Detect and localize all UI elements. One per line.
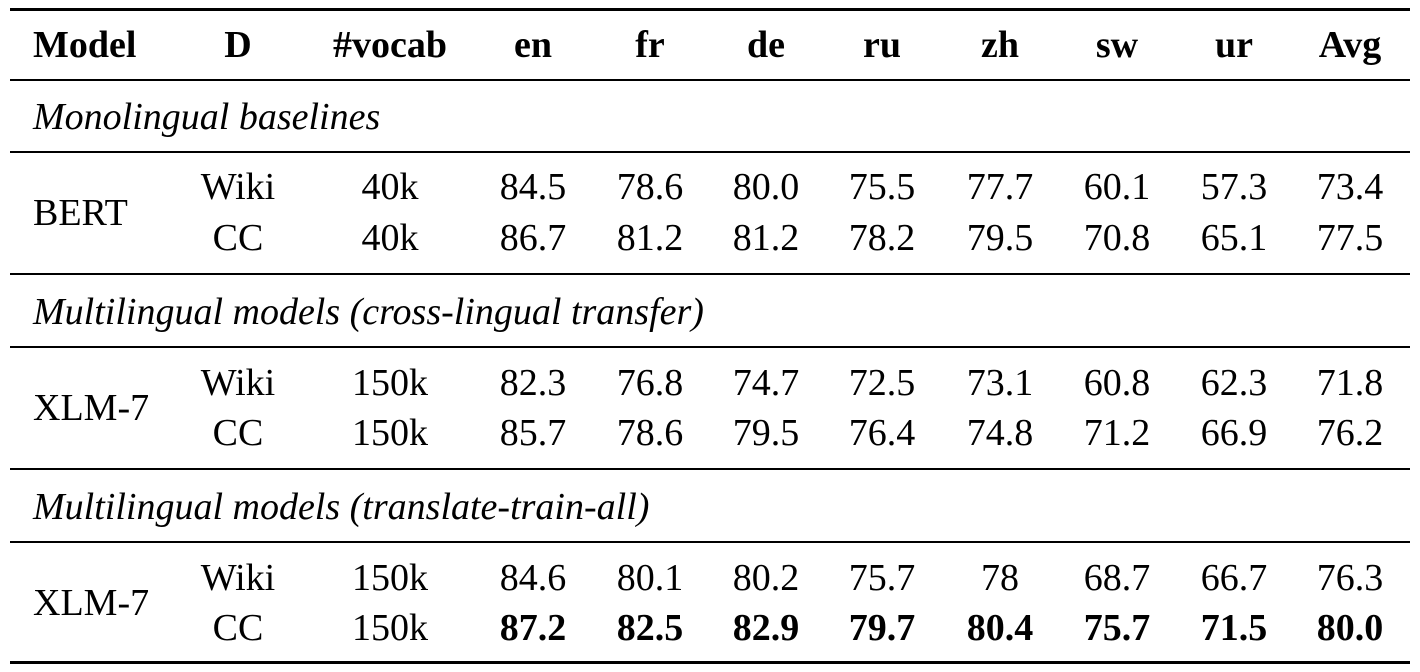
score-cell-ur: 71.5 [1200,607,1268,649]
section-title: Multilingual models (cross-lingual trans… [33,291,704,333]
score-cell-avg: 73.4 [1316,166,1384,208]
score-cell-sw: 60.8 [1083,362,1151,404]
score-cell-en: 84.5 [499,166,567,208]
score-cell-ru: 72.5 [848,362,916,404]
score-cell-zh: 74.8 [966,412,1034,454]
vocab-cell: 150k [352,607,428,649]
score-cell-fr: 78.6 [616,166,684,208]
score-cell-de: 80.0 [732,166,800,208]
score-cell-ur: 66.9 [1200,412,1268,454]
score-cell-fr: 80.1 [616,557,684,599]
data-source-cell: CC [212,412,264,454]
score-cell-ru: 79.7 [848,607,916,649]
group-1-end-rule [10,273,1410,275]
section-title: Monolingual baselines [33,96,381,138]
model-name: BERT [33,192,128,234]
score-cell-ru: 75.5 [848,166,916,208]
section-title: Multilingual models (translate-train-all… [33,486,650,528]
score-cell-fr: 78.6 [616,412,684,454]
bottom-rule [10,661,1410,664]
score-cell-en: 84.6 [499,557,567,599]
column-header-zh: zh [981,24,1019,66]
vocab-cell: 40k [361,217,419,259]
score-cell-avg: 80.0 [1316,607,1384,649]
group-1-rule [10,151,1410,153]
column-header-ru: ru [863,24,901,66]
score-cell-ru: 76.4 [848,412,916,454]
score-cell-en: 82.3 [499,362,567,404]
score-cell-zh: 78 [981,557,1019,599]
data-source-cell: CC [212,607,264,649]
score-cell-zh: 79.5 [966,217,1034,259]
vocab-cell: 150k [352,412,428,454]
score-cell-de: 74.7 [732,362,800,404]
column-header-d: D [224,24,252,66]
data-source-cell: CC [212,217,264,259]
data-source-cell: Wiki [200,166,276,208]
score-cell-avg: 76.3 [1316,557,1384,599]
vocab-cell: 40k [361,166,419,208]
vocab-cell: 150k [352,362,428,404]
score-cell-sw: 68.7 [1083,557,1151,599]
score-cell-zh: 80.4 [966,607,1034,649]
score-cell-ru: 75.7 [848,557,916,599]
score-cell-avg: 76.2 [1316,412,1384,454]
top-rule [10,8,1410,11]
column-header-vocab: #vocab [333,24,447,66]
score-cell-fr: 76.8 [616,362,684,404]
score-cell-ur: 57.3 [1200,166,1268,208]
score-cell-en: 87.2 [499,607,567,649]
data-source-cell: Wiki [200,557,276,599]
score-cell-de: 79.5 [732,412,800,454]
score-cell-ur: 66.7 [1200,557,1268,599]
group-2-end-rule [10,468,1410,470]
score-cell-ru: 78.2 [848,217,916,259]
group-3-rule [10,541,1410,543]
model-name: XLM-7 [33,387,150,429]
column-header-en: en [514,24,552,66]
score-cell-de: 81.2 [732,217,800,259]
score-cell-sw: 75.7 [1083,607,1151,649]
score-cell-ur: 62.3 [1200,362,1268,404]
score-cell-sw: 60.1 [1083,166,1151,208]
column-header-model: Model [33,24,137,66]
group-2-rule [10,346,1410,348]
vocab-cell: 150k [352,557,428,599]
score-cell-en: 85.7 [499,412,567,454]
column-header-avg: Avg [1318,24,1382,66]
score-cell-avg: 77.5 [1316,217,1384,259]
score-cell-zh: 77.7 [966,166,1034,208]
score-cell-sw: 70.8 [1083,217,1151,259]
score-cell-de: 82.9 [732,607,800,649]
score-cell-avg: 71.8 [1316,362,1384,404]
column-header-sw: sw [1095,24,1139,66]
score-cell-zh: 73.1 [966,362,1034,404]
column-header-de: de [747,24,785,66]
score-cell-en: 86.7 [499,217,567,259]
header-rule [10,79,1410,81]
model-name: XLM-7 [33,582,150,624]
score-cell-fr: 81.2 [616,217,684,259]
data-source-cell: Wiki [200,362,276,404]
score-cell-de: 80.2 [732,557,800,599]
score-cell-sw: 71.2 [1083,412,1151,454]
score-cell-fr: 82.5 [616,607,684,649]
column-header-fr: fr [635,24,665,66]
score-cell-ur: 65.1 [1200,217,1268,259]
column-header-ur: ur [1215,24,1253,66]
